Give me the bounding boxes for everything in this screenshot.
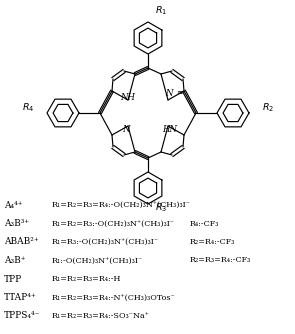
Text: N: N bbox=[122, 126, 130, 135]
Text: NH: NH bbox=[120, 93, 135, 102]
Text: R₂=R₃=R₄:-CF₃: R₂=R₃=R₄:-CF₃ bbox=[190, 257, 251, 265]
Text: HN: HN bbox=[163, 126, 178, 135]
Text: ABAB²⁺: ABAB²⁺ bbox=[4, 237, 39, 246]
Text: R₁=R₂=R₃=R₄:-O(CH₂)₃N⁺(CH₃)₃I⁻: R₁=R₂=R₃=R₄:-O(CH₂)₃N⁺(CH₃)₃I⁻ bbox=[52, 201, 191, 209]
Text: R₂=R₄:-CF₃: R₂=R₄:-CF₃ bbox=[190, 238, 235, 246]
Text: ≡: ≡ bbox=[176, 89, 182, 97]
Text: TPPS₄⁴⁻: TPPS₄⁴⁻ bbox=[4, 312, 40, 321]
Text: R₁=R₂=R₃=R₄:-H: R₁=R₂=R₃=R₄:-H bbox=[52, 275, 121, 283]
Text: TPP: TPP bbox=[4, 275, 22, 284]
Text: R₄:-CF₃: R₄:-CF₃ bbox=[190, 219, 219, 227]
Text: $R_3$: $R_3$ bbox=[155, 202, 167, 214]
Text: R₁:-O(CH₂)₃N⁺(CH₃)₃I⁻: R₁:-O(CH₂)₃N⁺(CH₃)₃I⁻ bbox=[52, 257, 143, 265]
Text: A₃B⁺: A₃B⁺ bbox=[4, 256, 25, 265]
Text: R₁=R₂=R₃=R₄:-N⁺(CH₃)₃OTos⁻: R₁=R₂=R₃=R₄:-N⁺(CH₃)₃OTos⁻ bbox=[52, 294, 176, 302]
Text: N: N bbox=[165, 89, 173, 98]
Text: $R_1$: $R_1$ bbox=[155, 5, 167, 17]
Text: $R_4$: $R_4$ bbox=[22, 102, 34, 114]
Text: $R_2$: $R_2$ bbox=[262, 102, 274, 114]
Text: TTAP⁴⁺: TTAP⁴⁺ bbox=[4, 293, 37, 302]
Text: A₄⁴⁺: A₄⁴⁺ bbox=[4, 200, 22, 209]
Text: R₁=R₃:-O(CH₂)₃N⁺(CH₃)₃I⁻: R₁=R₃:-O(CH₂)₃N⁺(CH₃)₃I⁻ bbox=[52, 238, 159, 246]
Text: R₁=R₂=R₃:-O(CH₂)₃N⁺(CH₃)₃I⁻: R₁=R₂=R₃:-O(CH₂)₃N⁺(CH₃)₃I⁻ bbox=[52, 219, 175, 227]
Text: R₁=R₂=R₃=R₄:-SO₃⁻Na⁺: R₁=R₂=R₃=R₄:-SO₃⁻Na⁺ bbox=[52, 312, 150, 320]
Text: A₃B³⁺: A₃B³⁺ bbox=[4, 219, 29, 228]
